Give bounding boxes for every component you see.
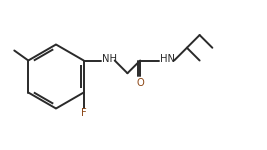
- Text: O: O: [136, 78, 144, 88]
- Text: F: F: [81, 108, 87, 119]
- Text: NH: NH: [102, 54, 117, 64]
- Text: HN: HN: [160, 54, 175, 64]
